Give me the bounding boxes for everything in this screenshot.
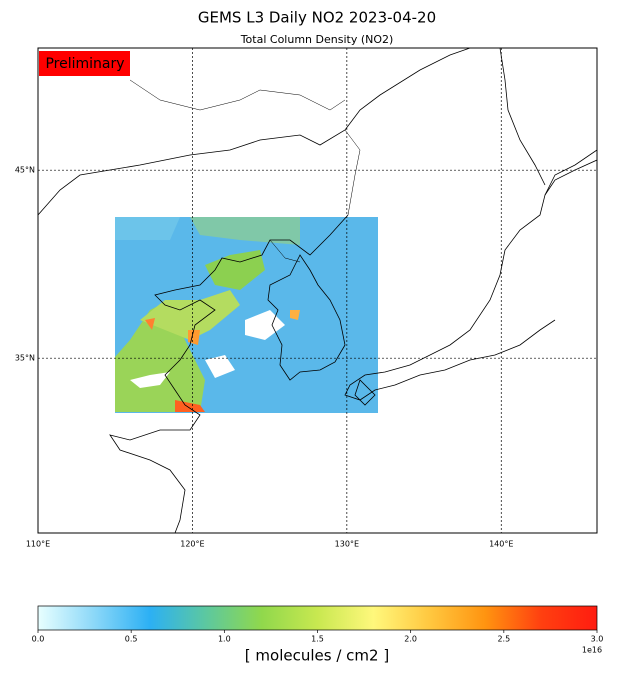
coastline (344, 149, 597, 401)
y-tick-label: 35°N (15, 354, 35, 363)
border (269, 239, 301, 263)
colorbar (37, 605, 598, 631)
coastline (354, 379, 376, 406)
colorbar-offset: 1e16 (582, 646, 602, 655)
no2-field (115, 217, 378, 413)
colorbar-label: [ molecules / cm2 ] (245, 647, 389, 665)
coastline (499, 48, 546, 186)
colorbar-tick-label: 1.5 (311, 635, 324, 644)
coastline (544, 159, 597, 196)
subtitle: Total Column Density (NO2) (240, 33, 394, 46)
coastline (109, 214, 349, 533)
colorbar-tick-label: 3.0 (591, 635, 604, 644)
border (129, 79, 361, 216)
coastline (38, 48, 471, 216)
badge: Preliminary (45, 56, 124, 72)
x-tick-label: 140°E (489, 540, 513, 549)
x-tick-label: 120°E (180, 540, 204, 549)
x-tick-label: 130°E (335, 540, 359, 549)
y-tick-label: 45°N (15, 166, 35, 175)
badge-box (39, 51, 130, 76)
map (38, 48, 597, 533)
title: GEMS L3 Daily NO2 2023-04-20 (198, 9, 436, 27)
colorbar-tick-label: 2.5 (497, 635, 510, 644)
colorbar-tick-label: 1.0 (218, 635, 231, 644)
colorbar-tick-label: 0.5 (125, 635, 138, 644)
colorbar-tick-label: 2.0 (404, 635, 417, 644)
coastline (267, 254, 346, 381)
colorbar-tick-label: 0.0 (32, 635, 45, 644)
x-tick-label: 110°E (26, 540, 50, 549)
map-frame (37, 47, 598, 534)
